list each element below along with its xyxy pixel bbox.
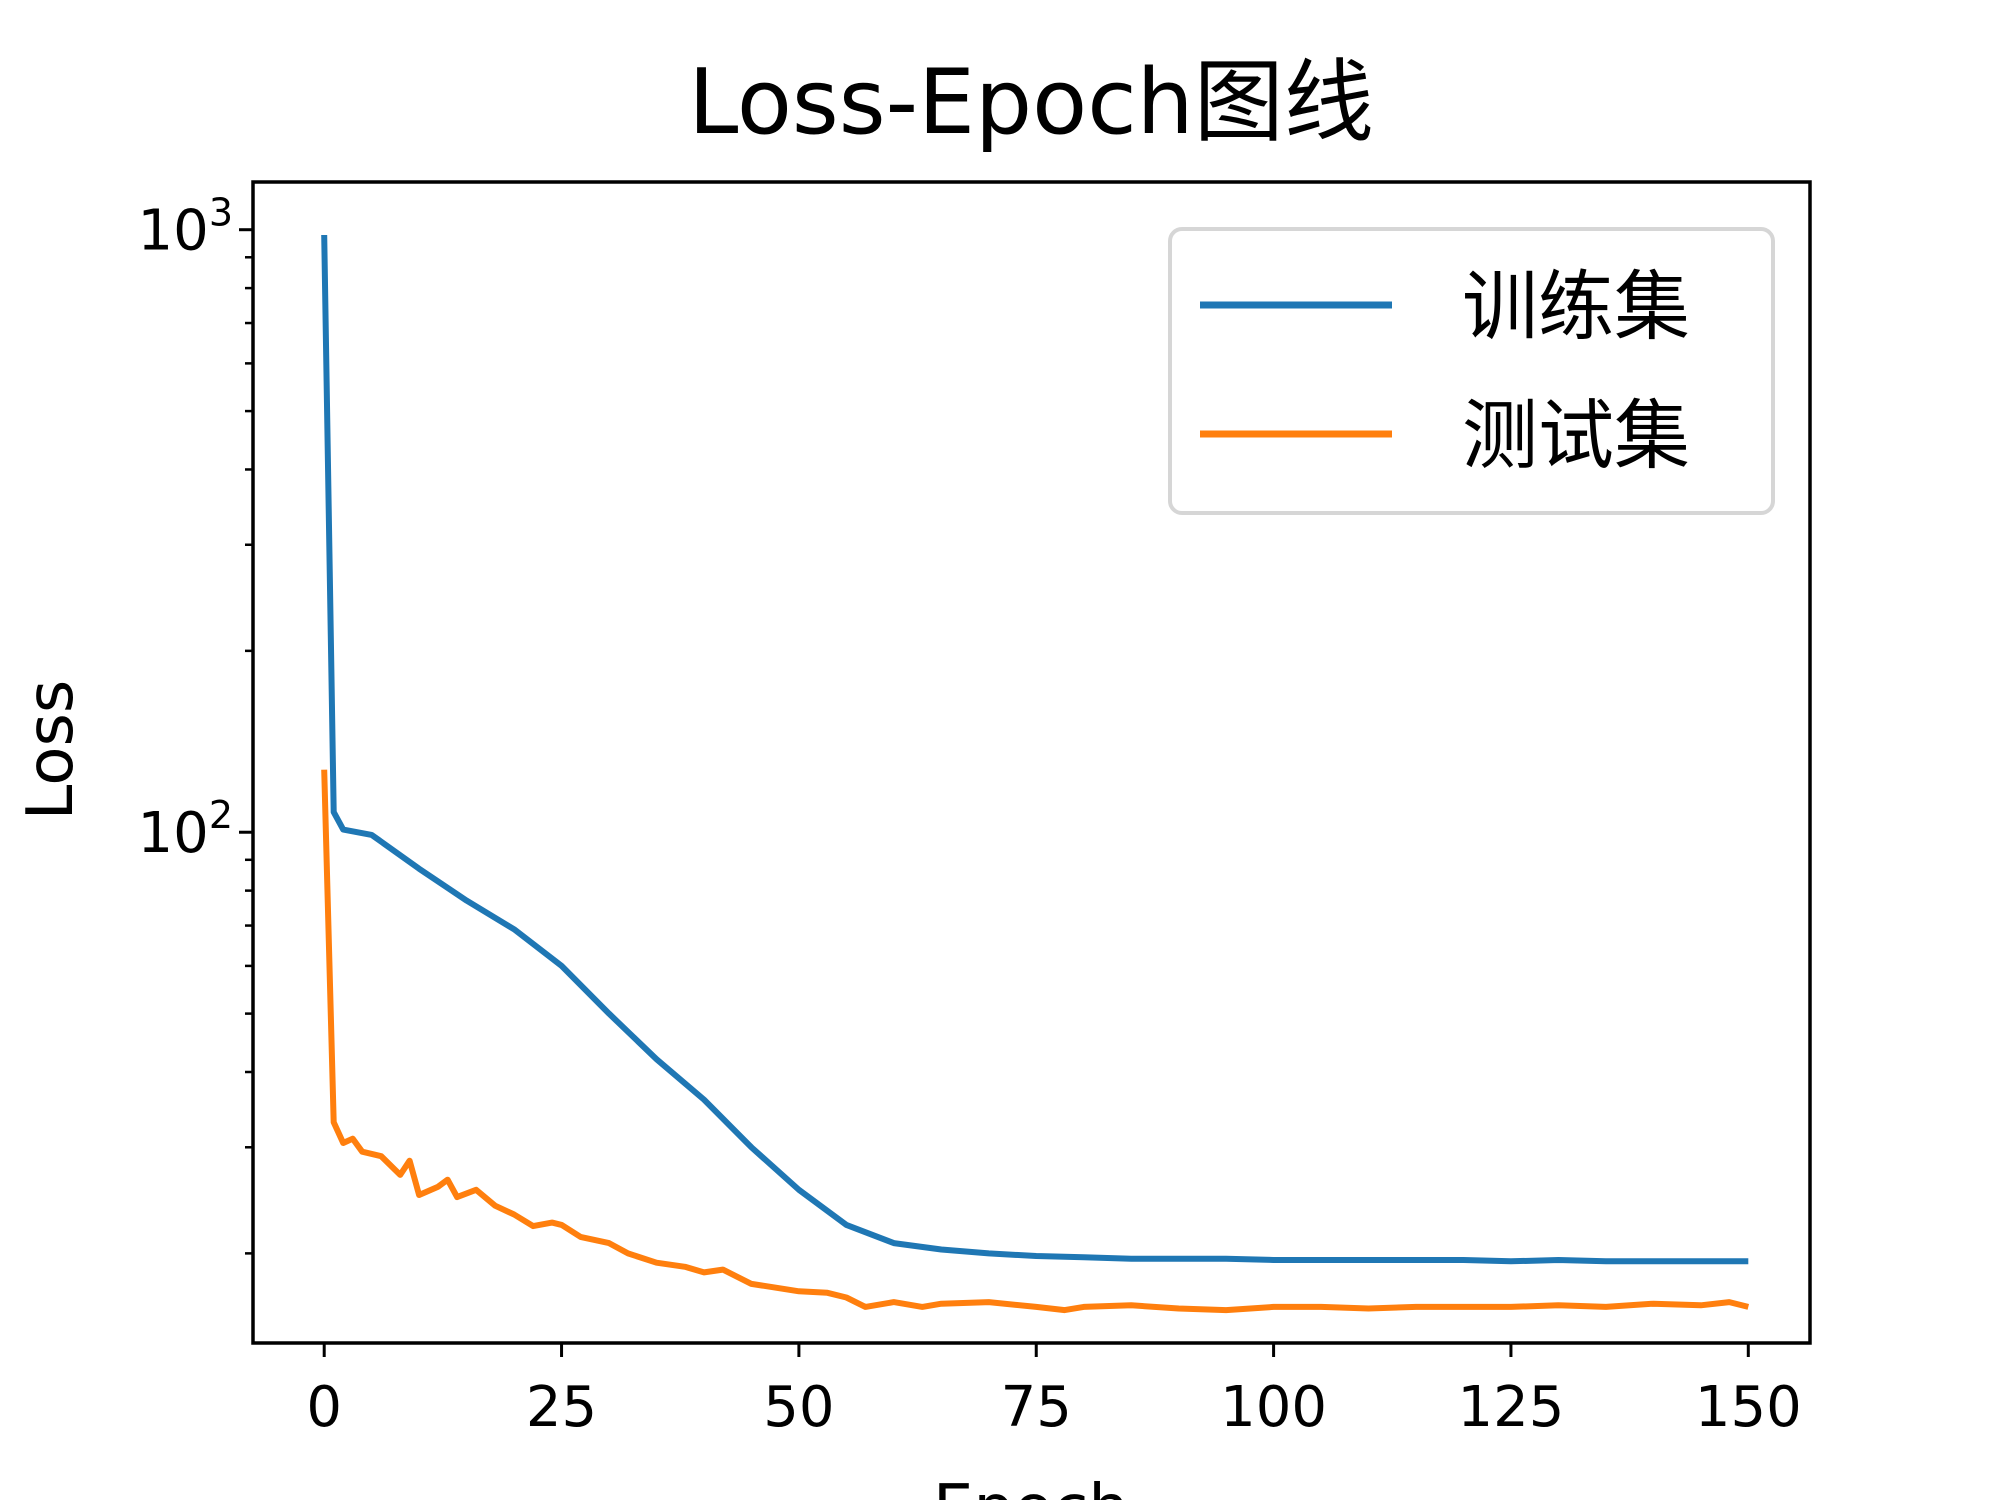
plot-area (251, 180, 1812, 1345)
y-tick-label: 102 (138, 793, 233, 866)
y-tick-base: 10 (138, 801, 209, 866)
axes-frame (251, 180, 1812, 1345)
x-tick-label: 75 (1001, 1375, 1072, 1440)
y-tick-label: 103 (138, 191, 233, 264)
y-tick-exponent: 2 (209, 793, 233, 837)
x-axis: 0 25 50 75 100 125 150 (306, 1343, 1802, 1440)
series-line-2 (321, 769, 1750, 1314)
x-tick-label: 125 (1457, 1375, 1564, 1440)
legend-label-2: 测试集 (1462, 391, 1690, 480)
legend-frame (1168, 227, 1775, 515)
y-axis-label: Loss (14, 680, 88, 820)
x-tick-label: 25 (526, 1375, 597, 1440)
x-axis-label: Epoch (933, 1472, 1129, 1500)
x-tick-label: 100 (1220, 1375, 1327, 1440)
y-tick-base: 10 (138, 199, 209, 264)
series-line-1 (321, 234, 1749, 1265)
chart-title: Loss-Epoch图线 (688, 50, 1373, 155)
y-tick-exponent: 3 (209, 191, 233, 235)
x-tick-label: 0 (306, 1375, 342, 1440)
x-tick-label: 50 (763, 1375, 834, 1440)
x-tick-label: 150 (1695, 1375, 1802, 1440)
legend-label-1: 训练集 (1462, 262, 1690, 351)
